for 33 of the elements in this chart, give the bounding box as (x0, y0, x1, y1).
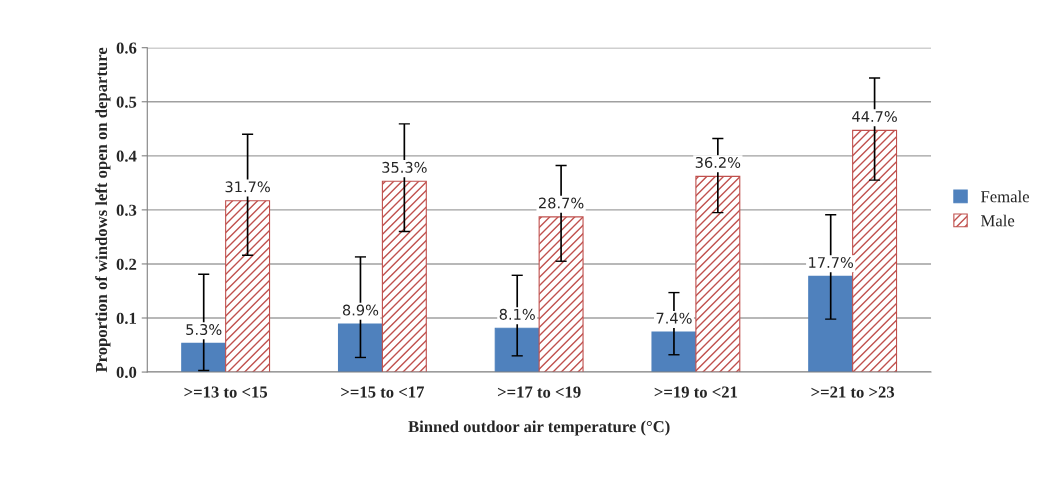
y-tick-label: 0.1 (116, 312, 136, 325)
data-label: 8.9% (342, 304, 379, 316)
y-tick-label: 0.2 (116, 258, 137, 270)
y-tick-label: 0.4 (116, 150, 137, 162)
x-tick-label: >=13 to <15 (184, 386, 268, 398)
x-tick-label: >=15 to <17 (341, 386, 425, 398)
x-tick-label: >=19 to <21 (654, 386, 738, 398)
y-tick-label: 0.3 (116, 204, 137, 216)
y-axis-title: Proportion of windows left open on departure (95, 47, 111, 373)
data-label: 7.4% (656, 312, 692, 324)
data-label: 35.3% (382, 161, 427, 173)
data-label: 28.7% (539, 197, 584, 209)
data-label: 44.7% (852, 111, 897, 123)
bar (181, 342, 227, 373)
bar (852, 129, 898, 373)
data-label: 31.7% (225, 181, 270, 193)
bar (651, 331, 697, 373)
x-axis-title: Binned outdoor air temperature (°C) (408, 420, 670, 436)
x-tick-label: >=17 to <19 (497, 386, 581, 398)
bar (337, 323, 383, 373)
data-label: 5.3% (186, 324, 222, 336)
legend-label: Female (981, 190, 1029, 203)
data-label: 17.7% (809, 256, 854, 268)
bar (225, 200, 271, 373)
y-tick-label: 0.0 (116, 366, 137, 379)
x-tick-label: >=21 to >23 (811, 386, 895, 398)
data-label: 36.2% (695, 156, 741, 168)
y-tick-label: 0.5 (116, 96, 137, 108)
bar (381, 180, 427, 373)
legend-label: Male (981, 214, 1015, 227)
bar (538, 216, 584, 373)
data-label: 8.1% (499, 308, 535, 320)
y-tick-label: 0.6 (116, 42, 137, 54)
